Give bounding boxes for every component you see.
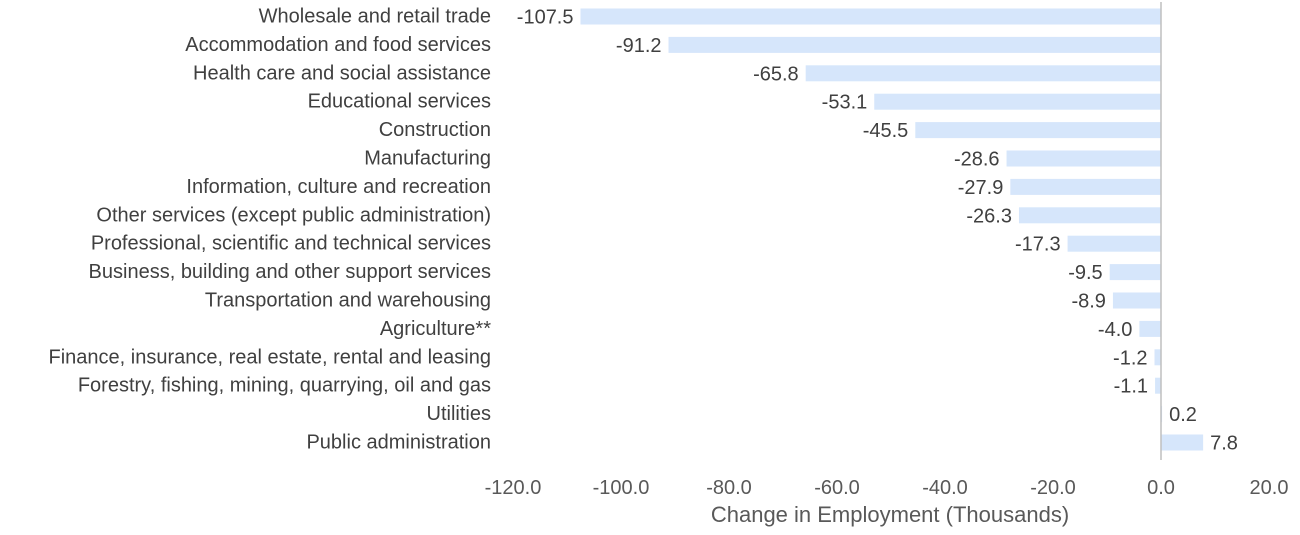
value-label: -91.2 bbox=[616, 35, 662, 57]
x-tick-label: -60.0 bbox=[814, 477, 860, 499]
category-label: Public administration bbox=[306, 432, 491, 454]
bar-11 bbox=[1139, 320, 1161, 337]
category-label: Health care and social assistance bbox=[193, 62, 491, 84]
category-label: Transportation and warehousing bbox=[205, 290, 491, 312]
value-label: 0.2 bbox=[1169, 404, 1197, 426]
category-label: Business, building and other support ser… bbox=[89, 261, 491, 283]
bar-10 bbox=[1112, 292, 1161, 309]
value-label: -65.8 bbox=[753, 63, 799, 85]
value-label: -17.3 bbox=[1015, 234, 1061, 256]
value-label: -53.1 bbox=[822, 92, 868, 114]
bar-15 bbox=[1161, 434, 1204, 451]
value-label: -107.5 bbox=[517, 7, 574, 29]
bar-2 bbox=[805, 65, 1161, 82]
x-tick-label: -100.0 bbox=[593, 477, 650, 499]
category-label: Forestry, fishing, mining, quarrying, oi… bbox=[78, 375, 491, 397]
category-label: Professional, scientific and technical s… bbox=[91, 233, 491, 255]
value-label: 7.8 bbox=[1210, 433, 1238, 455]
bar-3 bbox=[874, 93, 1161, 110]
x-tick-label: -40.0 bbox=[922, 477, 968, 499]
x-axis-title: Change in Employment (Thousands) bbox=[711, 502, 1069, 527]
x-tick-label: -80.0 bbox=[706, 477, 752, 499]
bar-12 bbox=[1154, 349, 1161, 366]
category-label: Accommodation and food services bbox=[185, 34, 491, 56]
bar-0 bbox=[580, 8, 1161, 25]
bars-group bbox=[580, 8, 1204, 451]
bar-13 bbox=[1155, 377, 1161, 394]
value-label: -8.9 bbox=[1071, 291, 1105, 313]
bar-1 bbox=[668, 36, 1161, 53]
category-label: Manufacturing bbox=[364, 148, 491, 170]
bar-5 bbox=[1006, 150, 1161, 167]
bar-6 bbox=[1010, 178, 1161, 195]
x-tick-labels-group: -120.0 -100.0 -80.0 -60.0 -40.0 -20.0 0.0 20.0 bbox=[485, 477, 1289, 499]
x-tick-label: 0.0 bbox=[1147, 477, 1175, 499]
x-tick-label: -120.0 bbox=[485, 477, 542, 499]
value-labels-group: -107.5 -91.2 -65.8 -53.1 -45.5 -28.6 -27.9 -26.… bbox=[517, 7, 1238, 455]
category-label: Utilities bbox=[427, 403, 491, 425]
bar-7 bbox=[1018, 207, 1161, 224]
category-label: Agriculture** bbox=[380, 318, 491, 340]
value-label: -1.2 bbox=[1113, 347, 1147, 369]
category-label: Educational services bbox=[308, 91, 491, 113]
category-label: Construction bbox=[379, 119, 491, 141]
value-label: -26.3 bbox=[966, 205, 1012, 227]
bar-9 bbox=[1109, 264, 1161, 281]
value-label: -45.5 bbox=[863, 120, 909, 142]
x-tick-label: -20.0 bbox=[1030, 477, 1076, 499]
category-label: Wholesale and retail trade bbox=[259, 6, 491, 28]
bar-8 bbox=[1067, 235, 1161, 252]
bar-4 bbox=[915, 122, 1161, 139]
value-label: -1.1 bbox=[1114, 376, 1148, 398]
category-label: Other services (except public administra… bbox=[96, 204, 491, 226]
value-label: -9.5 bbox=[1068, 262, 1102, 284]
value-label: -4.0 bbox=[1098, 319, 1132, 341]
value-label: -27.9 bbox=[958, 177, 1004, 199]
category-labels-group: Wholesale and retail trade Accommodation … bbox=[49, 6, 492, 454]
value-label: -28.6 bbox=[954, 149, 1000, 171]
category-label: Finance, insurance, real estate, rental … bbox=[49, 346, 492, 368]
category-label: Information, culture and recreation bbox=[186, 176, 491, 198]
x-tick-label: 20.0 bbox=[1250, 477, 1289, 499]
